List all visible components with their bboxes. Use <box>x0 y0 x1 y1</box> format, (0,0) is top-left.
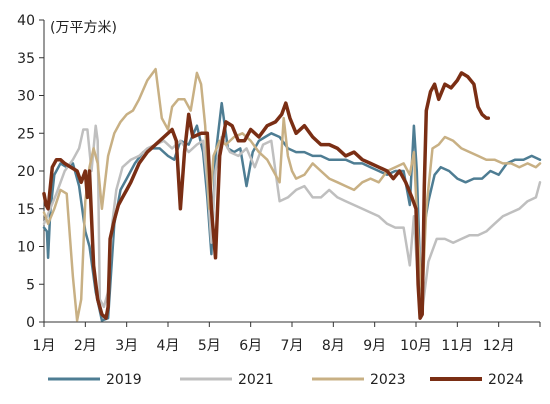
y-tick-label: 0 <box>26 315 35 331</box>
legend-label-2021: 2021 <box>238 372 274 388</box>
y-tick-label: 5 <box>26 277 35 293</box>
y-ticks: 0 5 10 15 20 25 30 35 40 <box>17 13 44 331</box>
series-line-2023 <box>42 67 542 322</box>
x-tick-label: 3月 <box>115 338 138 354</box>
x-tick-label: 7月 <box>281 338 304 354</box>
x-tick-label: 11月 <box>441 338 473 354</box>
x-ticks: 1月 2月 3月 4月 5月 6月 7月 8月 9月 10月 11月 12月 <box>33 322 541 354</box>
y-tick-label: 10 <box>17 240 35 256</box>
y-tick-label: 40 <box>17 13 35 29</box>
series-line-2021 <box>42 124 542 312</box>
legend-label-2024: 2024 <box>488 372 524 388</box>
legend: 2019 2021 2023 2024 <box>48 372 524 388</box>
y-tick-label: 30 <box>17 89 35 105</box>
x-tick-label: 10月 <box>400 338 432 354</box>
x-tick-label: 1月 <box>33 338 56 354</box>
y-tick-label: 15 <box>17 202 35 218</box>
x-tick-label: 6月 <box>239 338 262 354</box>
series-line-2019 <box>42 101 542 322</box>
x-tick-label: 5月 <box>198 338 221 354</box>
x-tick-label: 2月 <box>74 338 97 354</box>
series-line-2024 <box>42 71 491 320</box>
y-tick-label: 20 <box>17 164 35 180</box>
unit-label: (万平方米) <box>50 20 117 36</box>
x-tick-label: 12月 <box>483 338 515 354</box>
x-tick-label: 9月 <box>363 338 386 354</box>
legend-label-2019: 2019 <box>106 372 142 388</box>
x-tick-label: 4月 <box>157 338 180 354</box>
x-tick-label: 8月 <box>322 338 345 354</box>
legend-label-2023: 2023 <box>370 372 406 388</box>
y-tick-label: 25 <box>17 126 35 142</box>
y-tick-label: 35 <box>17 51 35 67</box>
series-lines <box>42 67 542 322</box>
